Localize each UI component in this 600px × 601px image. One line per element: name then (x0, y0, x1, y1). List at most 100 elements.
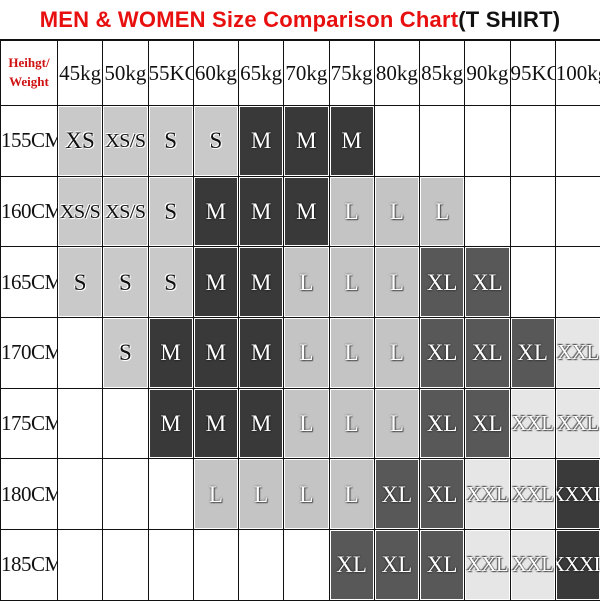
size-swatch-xs-s: XS/S (59, 178, 101, 246)
size-label: XL (427, 553, 458, 576)
height-weight-header: Heihgt/ Weight (1, 41, 58, 106)
size-label: XL (427, 271, 458, 294)
size-empty (104, 390, 146, 458)
size-swatch-xxl: XXL (512, 460, 554, 528)
size-label: L (345, 200, 359, 223)
size-swatch-m: M (150, 319, 192, 387)
size-label: XL (382, 483, 413, 506)
weight-header-70kg: 70kg (284, 41, 329, 106)
height-label: Heihgt/ (8, 55, 49, 70)
height-cell-185cm: 185CM (1, 530, 58, 601)
size-empty (59, 531, 101, 599)
weight-header-80kg: 80kg (374, 41, 419, 106)
size-cell: L (374, 388, 419, 459)
size-cell: M (239, 176, 284, 247)
size-swatch-m: M (240, 178, 282, 246)
size-label: L (209, 483, 223, 506)
size-empty (104, 460, 146, 528)
size-swatch-l: L (331, 178, 373, 246)
size-cell: XS/S (58, 176, 103, 247)
size-cell: M (193, 247, 238, 318)
size-empty (466, 107, 508, 175)
size-swatch-l: L (421, 178, 463, 246)
size-label: S (74, 271, 87, 294)
size-table: Heihgt/ Weight 45kg50kg55KG60kg65kg70kg7… (0, 40, 600, 601)
size-swatch-xl: XL (421, 531, 463, 599)
size-label: L (254, 483, 268, 506)
size-swatch-l: L (376, 178, 418, 246)
height-cell-155cm: 155CM (1, 106, 58, 177)
size-cell: XXL (510, 530, 555, 601)
size-label: M (206, 341, 226, 364)
size-label: M (251, 271, 271, 294)
size-swatch-l: L (376, 319, 418, 387)
weight-header-100kg: 100kg (555, 41, 600, 106)
size-cell: XL (465, 318, 510, 389)
size-label: XXL (467, 554, 509, 575)
size-label: L (390, 341, 404, 364)
size-cell (510, 247, 555, 318)
size-swatch-xxxl: XXXL (557, 460, 599, 528)
size-swatch-xl: XL (466, 248, 508, 316)
size-label: XL (427, 341, 458, 364)
size-swatch-m: M (240, 107, 282, 175)
size-empty (150, 460, 192, 528)
table-row: 180CMLLLLXLXLXXLXXLXXXL (1, 459, 600, 530)
size-empty (512, 178, 554, 246)
size-swatch-l: L (195, 460, 237, 528)
size-label: XXXL (555, 554, 600, 575)
size-swatch-l: L (331, 460, 373, 528)
size-swatch-xl: XL (331, 531, 373, 599)
size-empty (285, 531, 327, 599)
chart-title-suffix: (T SHIRT) (458, 7, 560, 33)
size-swatch-xxl: XXL (512, 531, 554, 599)
size-label: S (119, 341, 132, 364)
size-label: XL (472, 341, 503, 364)
size-cell (284, 530, 329, 601)
size-cell: XXL (510, 388, 555, 459)
size-cell: L (374, 318, 419, 389)
size-swatch-xl: XL (421, 248, 463, 316)
size-cell: XL (420, 459, 465, 530)
size-swatch-l: L (376, 248, 418, 316)
size-swatch-xxxl: XXXL (557, 531, 599, 599)
size-cell (239, 530, 284, 601)
size-swatch-xl: XL (466, 390, 508, 458)
size-swatch-s: S (104, 319, 146, 387)
size-cell: XL (420, 388, 465, 459)
size-swatch-xxl: XXL (466, 460, 508, 528)
size-label: XS/S (105, 202, 145, 222)
size-swatch-l: L (285, 319, 327, 387)
size-cell (148, 530, 193, 601)
size-cell: XS/S (103, 106, 148, 177)
size-label: M (341, 129, 361, 152)
size-cell: L (284, 247, 329, 318)
size-cell (58, 388, 103, 459)
size-cell: M (193, 176, 238, 247)
size-cell: XS (58, 106, 103, 177)
size-cell: L (284, 318, 329, 389)
size-cell (58, 530, 103, 601)
weight-header-65kg: 65kg (239, 41, 284, 106)
table-header-row: Heihgt/ Weight 45kg50kg55KG60kg65kg70kg7… (1, 41, 600, 106)
size-cell: M (193, 318, 238, 389)
size-label: XL (472, 412, 503, 435)
size-label: XXXL (555, 484, 600, 505)
size-label: XXL (467, 484, 509, 505)
size-swatch-l: L (331, 248, 373, 316)
size-label: L (299, 483, 313, 506)
size-cell: M (148, 388, 193, 459)
size-cell (465, 176, 510, 247)
size-cell (510, 176, 555, 247)
size-swatch-xl: XL (376, 460, 418, 528)
size-swatch-m: M (150, 390, 192, 458)
height-cell-175cm: 175CM (1, 388, 58, 459)
size-swatch-m: M (195, 390, 237, 458)
size-label: M (251, 412, 271, 435)
size-empty (195, 531, 237, 599)
size-cell: S (193, 106, 238, 177)
size-cell (510, 106, 555, 177)
chart-title-main: MEN & WOMEN Size Comparison Chart (40, 7, 459, 33)
